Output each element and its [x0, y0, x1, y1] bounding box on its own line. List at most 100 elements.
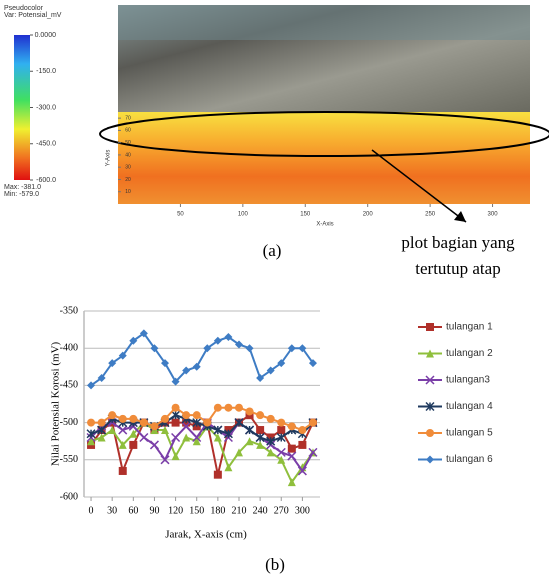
legend-label: tulangan3 [446, 375, 490, 386]
y-tick-label: 50 [125, 140, 131, 146]
photo-sky [118, 5, 530, 40]
data-point [214, 471, 222, 479]
y-tick-label: 10 [125, 189, 131, 195]
y-axis-title: Y-Axis [106, 150, 112, 167]
x-tick-label: 50 [177, 212, 184, 218]
data-point [288, 422, 296, 430]
data-point [256, 411, 264, 419]
figure: Pseudocolor Var: Potensial_mV Max: -381.… [0, 0, 549, 581]
data-point [203, 419, 211, 427]
x-axis-title: X-Axis [316, 222, 333, 228]
heatmap [118, 112, 530, 204]
x-tick-label: 210 [231, 505, 246, 516]
y-tick-label: 40 [125, 152, 131, 158]
data-point [150, 441, 158, 449]
data-point [140, 433, 148, 441]
y-tick-label: -600 [60, 491, 78, 502]
data-point [129, 441, 137, 449]
min-label: Min: -579.0 [4, 191, 39, 198]
x-tick-label: 0 [89, 505, 94, 516]
legend-label: tulangan 4 [446, 401, 493, 412]
series-line [91, 333, 313, 385]
caption: (b) [265, 555, 285, 574]
x-tick-label: 100 [238, 212, 249, 218]
legend-label: tulangan 1 [446, 322, 493, 333]
y-tick-label: -550 [60, 454, 78, 465]
x-tick-label: 150 [300, 212, 311, 218]
x-tick-label: 250 [425, 212, 436, 218]
data-point [172, 452, 180, 460]
data-point [235, 404, 243, 412]
colorbar [14, 35, 30, 180]
colorbar-subtitle: Var: Potensial_mV [4, 12, 62, 19]
legend-marker [426, 429, 434, 437]
x-tick-label: 30 [107, 505, 117, 516]
x-tick-label: 200 [363, 212, 374, 218]
data-point [309, 419, 317, 427]
data-point [98, 419, 106, 427]
data-point [172, 419, 180, 427]
page: {"chart_data": [ {"type": "heatmap", "ti… [0, 0, 549, 581]
data-point [182, 411, 190, 419]
annotation: tertutup atap [415, 259, 500, 278]
x-axis-title: Jarak, X-axis (cm) [165, 529, 247, 541]
data-point [298, 426, 306, 434]
colorbar-tick-label: -600.0 [36, 177, 56, 184]
caption: (a) [263, 241, 282, 260]
data-point [150, 422, 158, 430]
data-point [129, 415, 137, 423]
data-point [267, 415, 275, 423]
y-tick-label: 30 [125, 165, 131, 171]
y-tick-label: -350 [60, 305, 78, 316]
x-tick-label: 90 [149, 505, 159, 516]
data-point [140, 419, 148, 427]
y-tick-label: 60 [125, 128, 131, 134]
data-point [277, 419, 285, 427]
data-point [246, 426, 254, 434]
y-tick-label: -500 [60, 417, 78, 428]
data-point [108, 426, 116, 434]
x-tick-label: 60 [128, 505, 138, 516]
data-point [193, 411, 201, 419]
colorbar-tick-label: 0.0000 [35, 32, 57, 39]
y-axis-title: Nilai Potensial Korosi (mV) [50, 341, 62, 466]
x-tick-label: 300 [488, 212, 499, 218]
data-point [193, 363, 201, 371]
colorbar-title: Pseudocolor [4, 5, 44, 12]
data-point [87, 419, 95, 427]
x-tick-label: 300 [295, 505, 310, 516]
data-point [214, 404, 222, 412]
y-tick-label: 70 [125, 115, 131, 121]
colorbar-tick-label: -150.0 [36, 68, 56, 75]
data-point [172, 433, 180, 441]
data-point [161, 415, 169, 423]
legend-label: tulangan 6 [446, 454, 493, 465]
x-tick-label: 150 [189, 505, 204, 516]
arrow-head [454, 211, 466, 222]
data-point [288, 445, 296, 453]
annotation: plot bagian yang [401, 233, 515, 252]
data-point [119, 415, 127, 423]
colorbar-tick-label: -450.0 [36, 141, 56, 148]
x-tick-label: 270 [274, 505, 289, 516]
y-tick-label: 20 [125, 177, 131, 183]
data-point [298, 441, 306, 449]
y-tick-label: -400 [60, 342, 78, 353]
data-point [108, 411, 116, 419]
max-label: Max: -381.0 [4, 184, 41, 191]
legend-marker [426, 323, 434, 331]
data-point [246, 344, 254, 352]
data-point [277, 426, 285, 434]
legend-marker [426, 456, 434, 464]
data-point [246, 407, 254, 415]
data-point [119, 467, 127, 475]
x-tick-label: 120 [168, 505, 183, 516]
legend-label: tulangan 5 [446, 428, 493, 439]
data-point [172, 404, 180, 412]
y-tick-label: -450 [60, 380, 78, 391]
x-tick-label: 240 [253, 505, 268, 516]
data-point [224, 404, 232, 412]
x-tick-label: 180 [210, 505, 225, 516]
colorbar-tick-label: -300.0 [36, 104, 56, 111]
data-point [256, 426, 264, 434]
